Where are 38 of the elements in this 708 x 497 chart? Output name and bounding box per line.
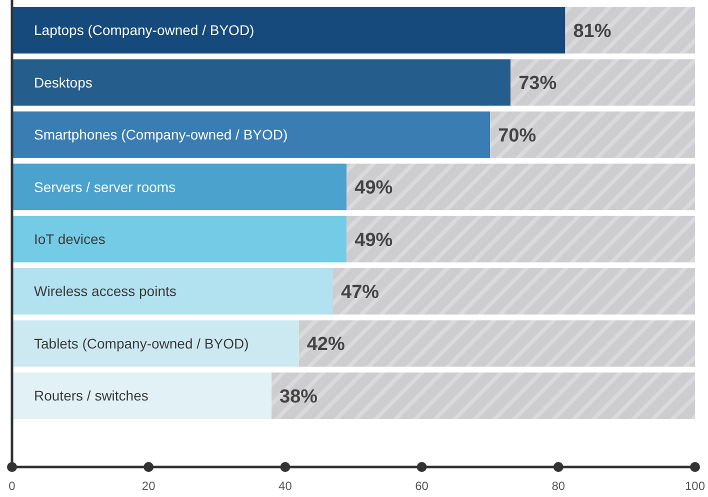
bar [272,372,695,419]
x-tick-label: 80 [552,479,566,493]
bar [12,111,490,158]
data-label: 73% [518,73,557,94]
data-label: 42% [306,334,345,356]
y-tick-label: Smartphones (Company-owned / BYOD) [34,126,288,143]
bar [12,164,347,210]
bar [12,7,566,54]
data-label: 47% [341,282,380,303]
data-label: 49% [354,178,393,199]
y-tick-label: Tablets (Company-owned / BYOD) [34,335,249,352]
x-tick-label: 20 [142,479,156,493]
data-label: 81% [573,20,612,42]
bar [298,320,695,367]
bar [333,268,695,315]
x-tick-label: 60 [415,479,429,493]
bar [346,164,695,210]
bar [510,59,695,106]
y-tick-label: Routers / switches [34,388,148,404]
bar [12,216,347,262]
x-tick-label: 40 [278,479,292,493]
y-tick-label: IoT devices [34,231,106,248]
bar [12,268,334,315]
bar [565,7,695,54]
bar [12,372,272,419]
data-label: 49% [354,230,393,251]
y-tick-label: Laptops (Company-owned / BYOD) [34,22,254,38]
x-tick-label: 100 [684,479,706,493]
bar [346,216,695,262]
data-label: 38% [280,386,318,408]
x-tick-label: 0 [8,479,16,493]
bar [490,111,695,158]
y-tick-label: Desktops [34,74,92,90]
y-tick-label: Servers / server rooms [34,178,176,195]
data-label: 70% [498,125,536,146]
y-tick-label: Wireless access points [34,283,176,300]
bar [12,59,511,106]
bar [12,320,299,367]
